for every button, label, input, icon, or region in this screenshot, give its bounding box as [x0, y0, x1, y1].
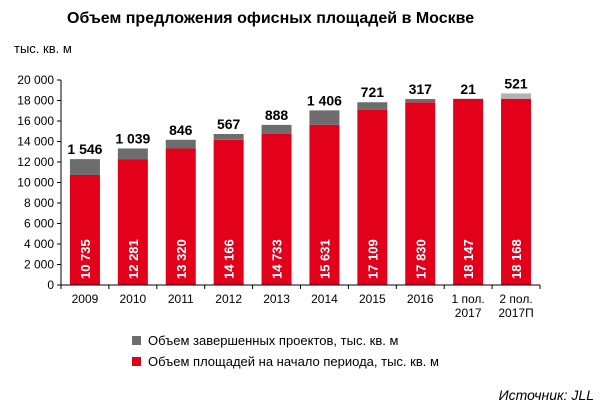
- x-axis: 2009 2010 2011 2012 2013 2014 2015 2016 1 пол. 20…: [60, 284, 541, 320]
- bar-existing-label: 10 735: [78, 239, 93, 279]
- y-tick-label: 2 000: [24, 258, 54, 272]
- bar-existing-label: 17 830: [413, 239, 428, 279]
- legend-text-completed: Объем завершенных проектов, тыс. кв. м: [148, 333, 398, 348]
- bar-existing-label: 18 147: [461, 239, 476, 279]
- bar-existing: [261, 133, 292, 285]
- bar-completed: [165, 139, 196, 149]
- x-tick-label: 1 пол. 2017: [452, 292, 485, 320]
- bar-existing: [309, 124, 340, 285]
- bar-completed-label: 1 546: [67, 141, 102, 157]
- bar-existing-label: 15 631: [317, 239, 332, 279]
- x-tick-label: 2010: [119, 292, 146, 306]
- bar-completed-label: 1 406: [307, 92, 342, 108]
- bar-existing-label: 18 168: [509, 239, 524, 279]
- x-tick-label: 2012: [215, 292, 242, 306]
- x-tick-label: 2014: [311, 292, 338, 306]
- bar-completed-label: 1 039: [115, 130, 150, 146]
- y-tick-label: 16 000: [17, 114, 54, 128]
- x-tick-label: 2016: [407, 292, 434, 306]
- bar-completed: [117, 148, 148, 160]
- y-tick-label: 12 000: [17, 155, 54, 169]
- y-axis: 0 2 000 4 000 6 000 8 000 10 000 12 000 14 000 1…: [17, 73, 62, 292]
- bar-existing: [117, 159, 148, 285]
- y-tick-label: 4 000: [24, 237, 54, 251]
- x-tick-label: 2013: [263, 292, 290, 306]
- bar-completed-label: 521: [504, 75, 528, 91]
- legend-swatch-existing: [132, 357, 141, 366]
- bar-completed-label: 721: [361, 84, 385, 100]
- bar-existing-label: 17 109: [365, 239, 380, 279]
- bar-completed: [357, 102, 388, 110]
- y-axis-unit: тыс. кв. м: [14, 41, 72, 56]
- legend-text-existing: Объем площадей на начало периода, тыс. к…: [148, 354, 439, 369]
- bars: 10 735 1 546 12 281 1 039 13 320 846 14 166 567…: [67, 75, 532, 286]
- bar-existing: [357, 109, 388, 285]
- chart-title: Объем предложения офисных площадей в Мос…: [67, 10, 474, 27]
- bar-existing: [453, 98, 484, 285]
- bar-completed: [261, 124, 292, 134]
- bar-completed: [309, 110, 340, 125]
- y-tick-label: 0: [47, 278, 54, 292]
- legend-swatch-completed: [132, 336, 141, 345]
- bar-existing: [165, 148, 196, 285]
- bar-completed: [405, 98, 436, 103]
- bar-existing-label: 14 733: [270, 239, 285, 279]
- x-tick-label: 2009: [72, 292, 99, 306]
- bar-completed-label: 888: [265, 107, 289, 123]
- bar-completed-label: 846: [169, 122, 193, 138]
- x-tick-label: 2 пол. 2017П: [498, 292, 533, 320]
- bar-completed: [69, 159, 100, 175]
- bar-completed-label: 21: [460, 81, 476, 97]
- source-note: Источник: JLL: [499, 387, 594, 403]
- bar-existing: [69, 174, 100, 285]
- bar-existing-label: 13 320: [174, 239, 189, 279]
- bar-existing: [213, 139, 244, 285]
- x-tick-label: 2011: [168, 292, 194, 306]
- bar-completed-label: 317: [409, 81, 433, 97]
- bar-existing: [501, 98, 532, 285]
- y-tick-label: 20 000: [17, 73, 54, 87]
- y-tick-label: 6 000: [24, 217, 54, 231]
- bar-completed-label: 567: [217, 116, 241, 132]
- y-tick-label: 10 000: [17, 176, 54, 190]
- bar-completed: [501, 93, 532, 99]
- y-tick-label: 18 000: [17, 94, 54, 108]
- y-tick-label: 14 000: [17, 135, 54, 149]
- bar-existing-label: 12 281: [126, 239, 141, 279]
- legend: Объем завершенных проектов, тыс. кв. м О…: [132, 333, 439, 369]
- bar-completed: [213, 133, 244, 140]
- y-tick-label: 8 000: [24, 196, 54, 210]
- bar-existing: [405, 102, 436, 286]
- x-tick-label: 2015: [359, 292, 386, 306]
- bar-existing-label: 14 166: [222, 239, 237, 279]
